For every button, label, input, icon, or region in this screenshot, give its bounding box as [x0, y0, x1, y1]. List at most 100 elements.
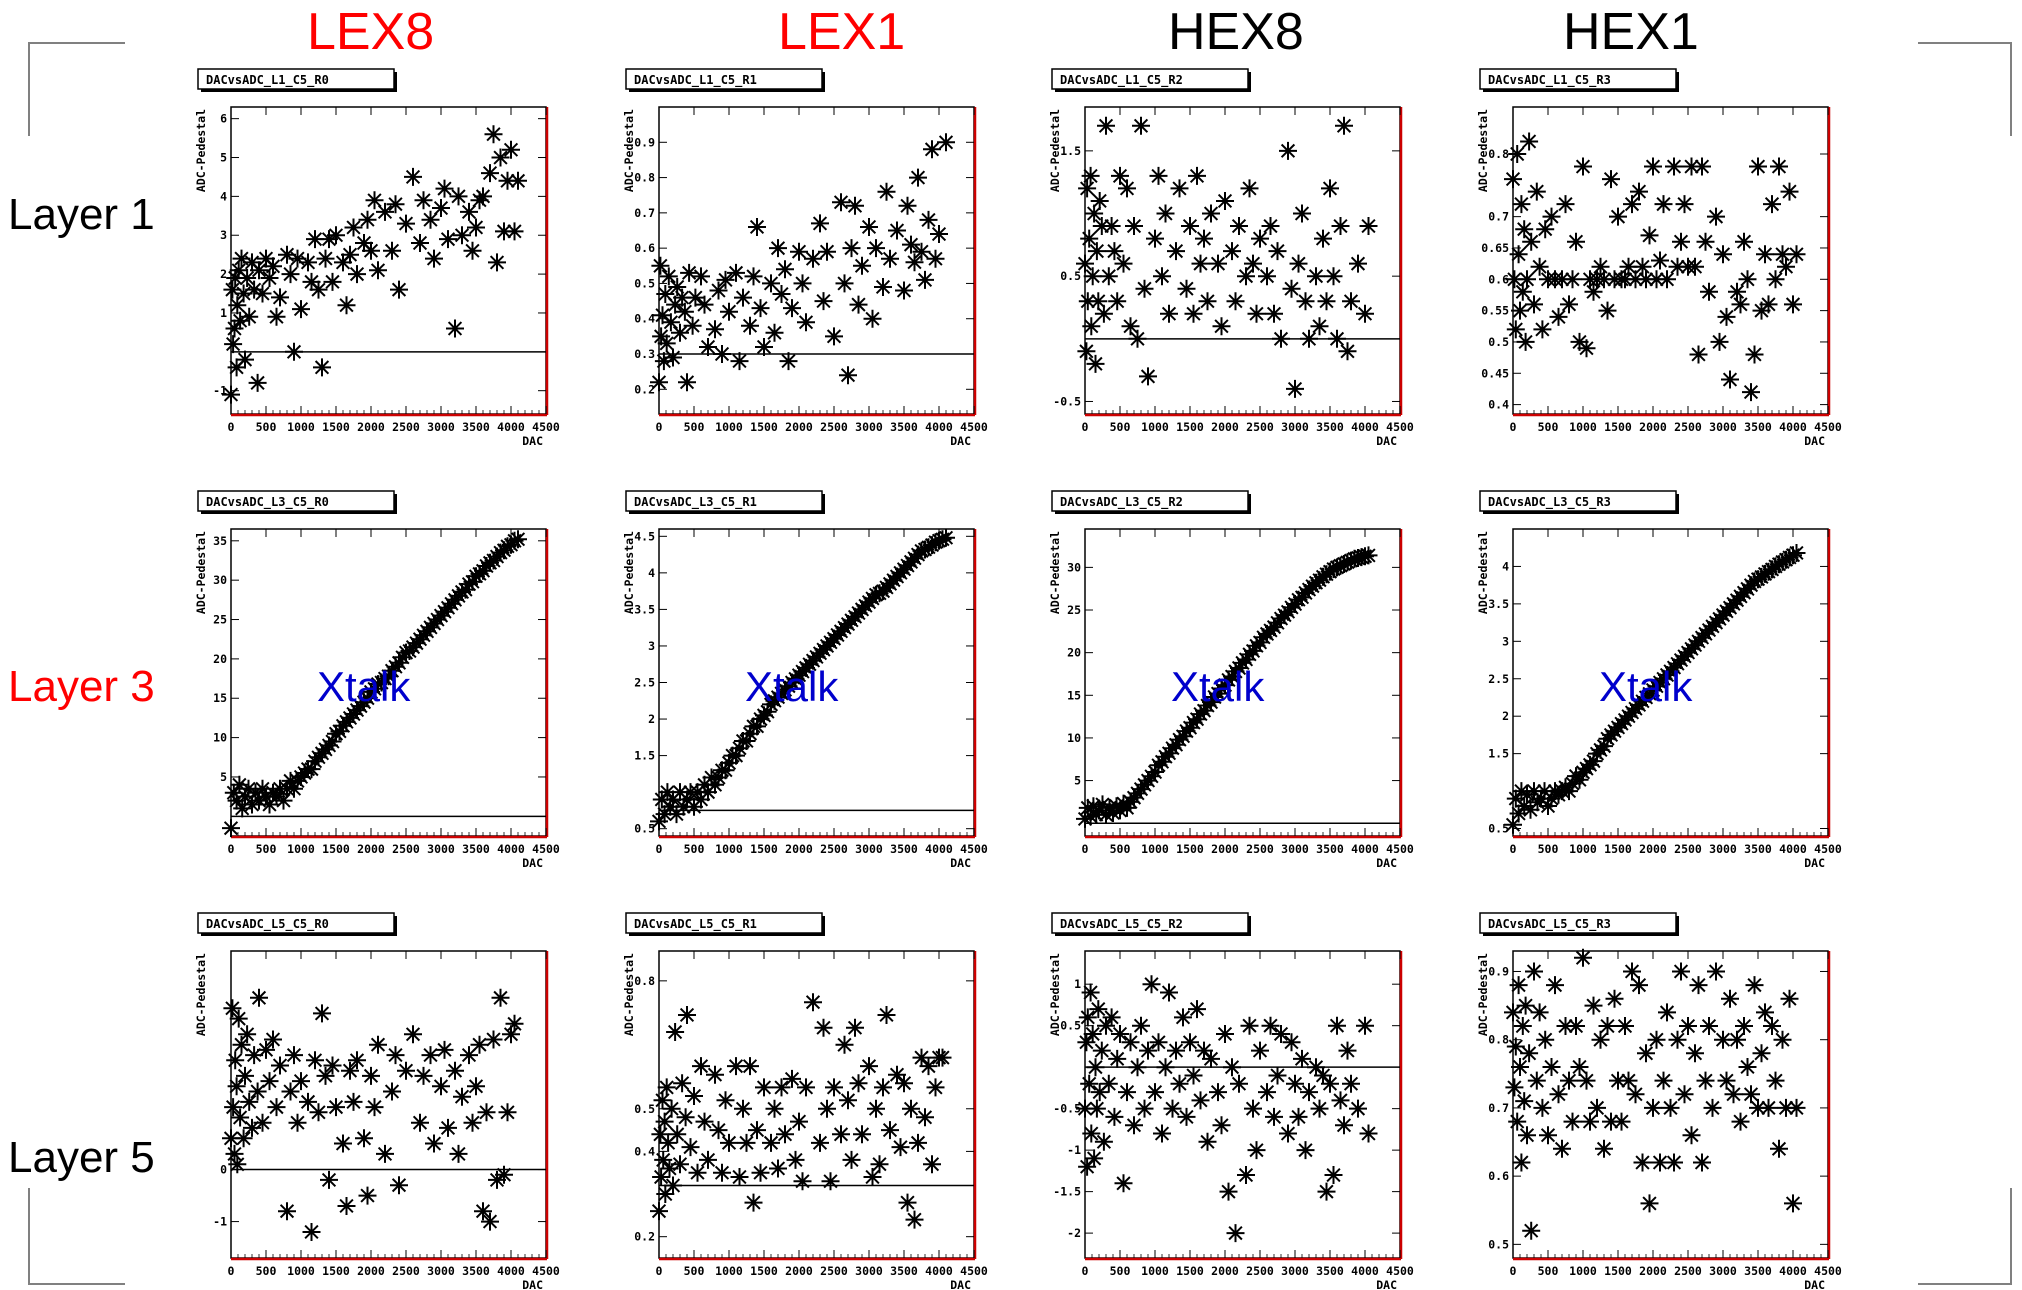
x-tick-label: 4500 — [960, 842, 988, 856]
data-point — [849, 1074, 868, 1093]
data-point — [1230, 1074, 1248, 1093]
data-point — [1693, 157, 1711, 176]
scatter-panel: DACvsADC_L3_C5_R2 0 500 1000 1500 2000 2500 300… — [1048, 490, 1414, 870]
data-point — [1619, 257, 1638, 276]
data-point — [716, 761, 735, 780]
data-point — [1539, 797, 1557, 815]
x-tick-label: 4500 — [532, 420, 560, 434]
data-point — [797, 1078, 815, 1097]
data-point — [664, 348, 682, 367]
data-point — [1191, 1091, 1210, 1110]
chart-title-box — [1479, 912, 1677, 934]
data-point — [891, 1138, 910, 1157]
data-point — [320, 230, 338, 249]
data-point — [1338, 1041, 1357, 1060]
data-point — [292, 300, 310, 319]
data-point — [1268, 1066, 1287, 1085]
data-point — [498, 1103, 517, 1122]
data-point — [337, 1197, 356, 1215]
data-point — [1542, 789, 1561, 808]
data-point — [257, 787, 275, 806]
x-tick-label: 3500 — [1316, 1264, 1344, 1278]
x-tick-label: 1500 — [322, 1264, 350, 1278]
data-point — [656, 1185, 675, 1203]
data-point — [1516, 332, 1535, 351]
data-point — [660, 1159, 679, 1178]
data-point — [1542, 207, 1561, 226]
data-point — [720, 1133, 738, 1152]
data-point — [709, 1121, 728, 1140]
data-point — [1658, 270, 1676, 289]
data-point — [1574, 948, 1592, 967]
x-tick-label: 0 — [1510, 420, 1517, 434]
data-point — [1598, 301, 1617, 320]
data-point — [1780, 989, 1799, 1008]
data-point — [1584, 996, 1603, 1015]
data-point — [695, 775, 714, 794]
data-point — [1512, 1153, 1531, 1172]
data-point — [1230, 659, 1248, 677]
data-point — [818, 1099, 836, 1118]
data-point — [1261, 1016, 1280, 1035]
data-point — [323, 1056, 342, 1075]
data-point — [821, 1172, 840, 1191]
data-point — [1738, 270, 1757, 289]
chart-title-box — [1479, 68, 1677, 90]
plot-frame — [658, 950, 975, 1259]
data-point — [699, 1150, 717, 1169]
data-point — [1156, 204, 1175, 223]
data-point — [888, 221, 906, 240]
data-point — [306, 1051, 324, 1070]
scatter-panel: DACvsADC_L1_C5_R3 0 500 1000 1500 2000 2500 300… — [1476, 68, 1842, 448]
data-point — [692, 1057, 710, 1076]
data-point — [1506, 320, 1525, 339]
data-point — [1247, 1141, 1266, 1160]
y-tick-label: 0.65 — [1481, 241, 1509, 255]
data-point — [281, 1082, 300, 1101]
data-point — [227, 791, 246, 810]
data-point — [1087, 1099, 1106, 1118]
y-tick-label: 15 — [1067, 688, 1081, 702]
data-point — [1097, 1016, 1115, 1035]
x-tick-label: 0 — [1082, 842, 1089, 856]
data-point — [1167, 242, 1185, 261]
x-tick-label: 3500 — [1744, 1264, 1772, 1278]
data-point — [1335, 1116, 1353, 1135]
data-point — [706, 1065, 724, 1084]
data-point — [804, 249, 822, 268]
data-point — [730, 352, 749, 371]
data-point — [225, 319, 244, 338]
data-point — [1174, 727, 1192, 746]
data-point — [313, 358, 331, 377]
data-point — [467, 1077, 485, 1096]
data-point — [671, 1155, 689, 1174]
data-point — [683, 316, 702, 335]
data-point — [685, 797, 703, 816]
data-point — [1644, 157, 1662, 176]
data-point — [671, 323, 689, 342]
scatter-points — [650, 528, 955, 831]
data-point — [1759, 1098, 1778, 1117]
data-point — [488, 253, 506, 272]
data-point — [667, 805, 686, 824]
scatter-points — [222, 988, 524, 1241]
data-point — [248, 373, 267, 392]
data-point — [1078, 798, 1097, 817]
x-tick-label: 4000 — [1351, 842, 1379, 856]
chart-title: DACvsADC_L1_C5_R2 — [1060, 73, 1183, 88]
data-point — [1539, 1126, 1557, 1145]
data-point — [744, 1193, 763, 1212]
data-point — [1504, 1003, 1522, 1022]
data-point — [1728, 282, 1746, 301]
data-point — [1777, 257, 1795, 276]
y-tick-label: 6 — [220, 112, 227, 126]
data-point — [1549, 1085, 1568, 1104]
y-axis-label: ADC-Pedestal — [194, 109, 208, 192]
data-point — [449, 1144, 468, 1163]
data-point — [243, 1118, 261, 1137]
data-point — [1623, 195, 1641, 214]
data-point — [1525, 782, 1543, 801]
y-tick-label: 5 — [220, 770, 227, 784]
data-point — [1153, 752, 1171, 771]
data-point — [727, 1057, 745, 1076]
